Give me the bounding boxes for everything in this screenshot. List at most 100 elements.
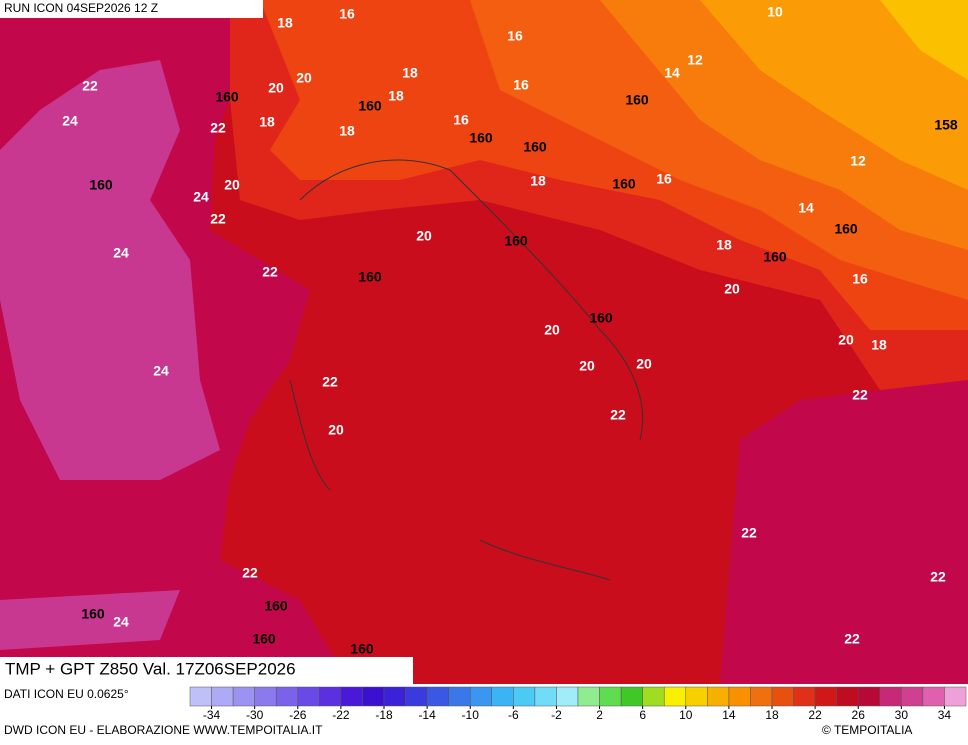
legend-tick-label: 30: [895, 708, 909, 722]
temperature-label: 18: [277, 15, 293, 31]
map: [0, 0, 968, 684]
legend-tick-label: -34: [203, 708, 221, 722]
height-label: 160: [358, 98, 382, 114]
temperature-label: 12: [687, 52, 703, 68]
temperature-label: 22: [741, 525, 757, 541]
temperature-label: 16: [507, 28, 523, 44]
legend-swatch: [944, 686, 967, 707]
height-label: 160: [523, 139, 547, 155]
temperature-label: 18: [716, 237, 732, 253]
height-label: 160: [469, 130, 493, 146]
legend-swatch: [728, 686, 751, 707]
legend-tick-label: -14: [418, 708, 436, 722]
legend-swatch: [685, 686, 708, 707]
temperature-label: 14: [664, 65, 680, 81]
height-label: 160: [89, 177, 113, 193]
height-label: 158: [934, 117, 958, 133]
temperature-label: 24: [113, 245, 129, 261]
height-label: 160: [625, 92, 649, 108]
legend-swatch: [275, 686, 299, 707]
legend-tick-label: 22: [808, 708, 822, 722]
legend-tick-label: 14: [722, 708, 736, 722]
legend-swatch: [426, 686, 449, 707]
legend-tick-label: 34: [938, 708, 952, 722]
legend-swatch: [707, 686, 730, 707]
temperature-label: 22: [930, 569, 946, 585]
height-label: 160: [350, 641, 374, 657]
legend-swatch: [362, 686, 385, 707]
legend-swatch: [513, 686, 536, 707]
temperature-label: 16: [513, 77, 529, 93]
height-label: 160: [834, 221, 858, 237]
zone-8: [880, 0, 968, 80]
legend-swatch: [297, 686, 320, 707]
temperature-label: 20: [328, 422, 344, 438]
legend-swatch: [211, 686, 234, 707]
header-box: [0, 0, 263, 18]
legend-tick-label: -6: [508, 708, 519, 722]
temperature-label: 20: [838, 332, 854, 348]
temperature-label: 22: [322, 374, 338, 390]
temperature-label: 18: [339, 123, 355, 139]
temperature-label: 20: [636, 356, 652, 372]
height-label: 160: [504, 233, 528, 249]
temperature-label: 22: [210, 211, 226, 227]
legend-swatch: [836, 686, 859, 707]
temperature-label: 16: [453, 112, 469, 128]
legend-tick-label: 18: [765, 708, 779, 722]
height-label: 160: [81, 606, 105, 622]
legend-tick-label: -18: [375, 708, 393, 722]
temperature-label: 10: [767, 4, 783, 20]
legend-swatch: [879, 686, 902, 707]
temperature-label: 22: [242, 565, 258, 581]
legend-swatch: [232, 686, 255, 707]
legend-swatch: [663, 686, 687, 707]
legend-swatch: [771, 686, 794, 707]
legend-tick-label: 2: [596, 708, 603, 722]
legend-swatch: [750, 686, 773, 707]
zone-10: [700, 0, 968, 190]
legend-tick-label: 10: [679, 708, 693, 722]
legend-swatch: [620, 686, 643, 707]
legend-tick-label: -30: [246, 708, 264, 722]
legend-tick-label: -26: [289, 708, 307, 722]
temperature-label: 22: [852, 387, 868, 403]
temperature-label: 20: [724, 281, 740, 297]
legend-swatch: [642, 686, 665, 707]
temperature-label: 24: [153, 363, 169, 379]
temperature-label: 16: [852, 271, 868, 287]
temperature-label: 18: [871, 337, 887, 353]
temperature-label: 22: [210, 120, 226, 136]
legend-swatch: [383, 686, 406, 707]
legend-swatch: [577, 686, 600, 707]
legend-swatch: [857, 686, 881, 707]
legend-swatch: [922, 686, 945, 707]
height-label: 160: [215, 89, 239, 105]
temperature-label: 18: [530, 173, 546, 189]
legend-swatch: [340, 686, 363, 707]
legend-swatch: [534, 686, 557, 707]
zone-22: [720, 380, 968, 684]
legend-swatch: [556, 686, 579, 707]
legend-swatch: [189, 686, 212, 707]
source-label: DATI ICON EU 0.0625°: [4, 687, 129, 701]
temperature-label: 24: [62, 113, 78, 129]
field-box: [0, 657, 413, 684]
height-label: 160: [252, 631, 276, 647]
height-label: 160: [589, 310, 613, 326]
legend-swatch: [491, 686, 514, 707]
temperature-label: 24: [113, 614, 129, 630]
temperature-label: 20: [416, 228, 432, 244]
temperature-label: 20: [224, 177, 240, 193]
legend-swatch: [448, 686, 471, 707]
temperature-label: 20: [296, 70, 312, 86]
temperature-label: 24: [193, 189, 209, 205]
temperature-label: 18: [388, 88, 404, 104]
legend-swatch: [469, 686, 493, 707]
field-label: TMP + GPT Z850 Val. 17Z06SEP2026: [5, 659, 296, 678]
legend-swatch: [599, 686, 622, 707]
temperature-label: 12: [850, 153, 866, 169]
credit-label: DWD ICON EU - ELABORAZIONE WWW.TEMPOITAL…: [4, 723, 323, 737]
legend-tick-label: 6: [639, 708, 646, 722]
